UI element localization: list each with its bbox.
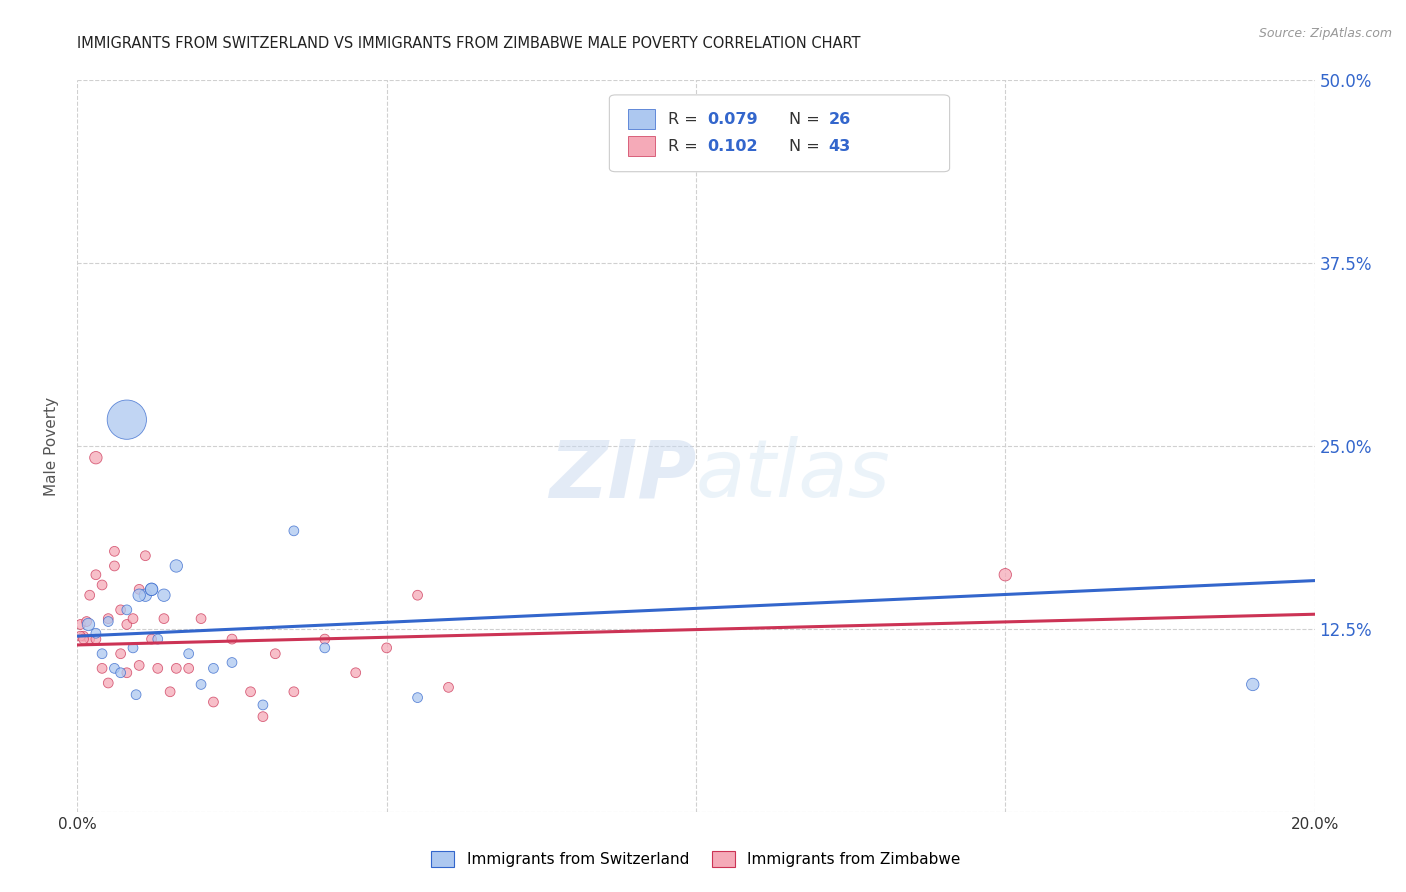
Point [314,640,336,655]
FancyBboxPatch shape [609,95,949,171]
Point [91,661,114,675]
Point [134,588,156,602]
Point [190,612,212,626]
Point [91,578,114,592]
Text: 0.079: 0.079 [707,112,758,127]
Point [252,709,274,723]
Point [103,558,125,573]
Point [153,612,176,626]
Point [103,661,125,675]
Point [221,632,243,646]
Point [97,676,120,690]
Point [128,582,150,597]
Point [72,632,94,646]
Point [159,685,181,699]
Point [146,661,169,675]
Point [97,612,120,626]
Point [122,640,145,655]
Point [283,685,305,699]
Point [103,544,125,558]
Point [406,588,429,602]
Point [994,567,1017,582]
Y-axis label: Male Poverty: Male Poverty [44,396,59,496]
Bar [628,136,655,156]
Point [1241,677,1264,691]
Point [128,588,150,602]
Text: ZIP: ZIP [548,436,696,515]
Point [202,661,225,675]
Text: atlas: atlas [696,436,891,515]
Point [165,661,187,675]
Point [77,617,100,632]
Point [84,450,107,465]
Point [115,603,138,617]
Point [110,665,132,680]
Text: R =: R = [668,112,703,127]
Point [79,588,101,602]
Point [84,632,107,646]
Point [221,656,243,670]
Point [125,688,148,702]
Point [190,677,212,691]
Point [239,685,262,699]
Point [264,647,287,661]
Point [153,588,176,602]
Point [115,617,138,632]
Point [69,617,91,632]
Point [72,629,94,643]
Point [141,632,163,646]
Point [177,647,200,661]
Point [115,412,138,426]
Point [141,582,163,597]
Point [79,632,101,646]
Point [202,695,225,709]
Point [84,567,107,582]
Point [146,632,169,646]
Point [252,698,274,712]
Point [134,549,156,563]
Point [406,690,429,705]
Text: 43: 43 [828,138,851,153]
Point [344,665,367,680]
Legend: Immigrants from Switzerland, Immigrants from Zimbabwe: Immigrants from Switzerland, Immigrants … [426,846,966,873]
Point [165,558,187,573]
Point [437,681,460,695]
Bar [628,109,655,129]
Point [128,658,150,673]
Point [375,640,398,655]
Point [314,632,336,646]
Point [141,582,163,597]
Text: N =: N = [789,112,825,127]
Point [115,665,138,680]
Text: N =: N = [789,138,825,153]
Text: 26: 26 [828,112,851,127]
Text: IMMIGRANTS FROM SWITZERLAND VS IMMIGRANTS FROM ZIMBABWE MALE POVERTY CORRELATION: IMMIGRANTS FROM SWITZERLAND VS IMMIGRANT… [77,36,860,51]
Point [91,647,114,661]
Point [110,647,132,661]
Point [110,603,132,617]
Text: Source: ZipAtlas.com: Source: ZipAtlas.com [1258,27,1392,40]
Point [177,661,200,675]
Text: 0.102: 0.102 [707,138,758,153]
Point [97,615,120,629]
Point [283,524,305,538]
Point [69,629,91,643]
Text: R =: R = [668,138,703,153]
Point [122,612,145,626]
Point [84,626,107,640]
Point [76,615,98,629]
